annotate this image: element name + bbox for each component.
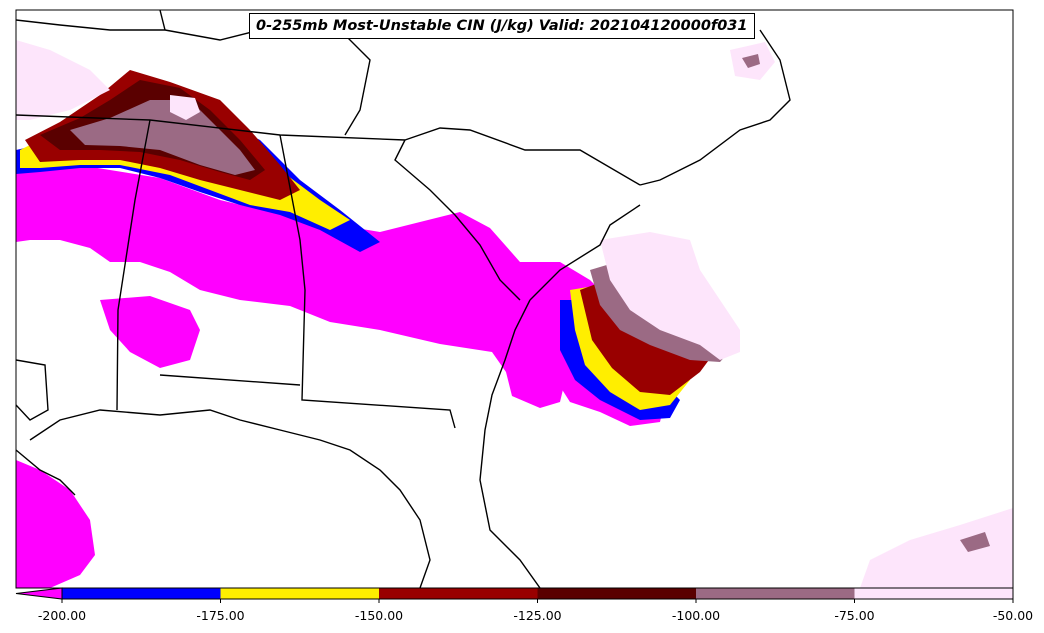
- colorbar-tick-label: -175.00: [196, 608, 245, 623]
- colorbar-tick-label: -150.00: [354, 608, 404, 623]
- cin-field-magenta: [16, 460, 95, 588]
- cin-field-pink: [170, 95, 200, 120]
- colorbar-bin: [854, 588, 1013, 599]
- colorbar-bin: [537, 588, 696, 599]
- colorbar-bin: [379, 588, 538, 599]
- map-title: 0-255mb Most-Unstable CIN (J/kg) Valid: …: [249, 13, 755, 39]
- cin-field-mauve: [960, 532, 990, 552]
- state-boundary: [16, 359, 49, 421]
- state-boundary: [394, 139, 521, 301]
- state-boundaries: [16, 10, 791, 588]
- state-boundary: [479, 299, 541, 588]
- cin-field-pink: [16, 40, 110, 120]
- coastline: [16, 449, 76, 496]
- state-boundary: [279, 134, 456, 429]
- cin-field-magenta: [100, 296, 200, 368]
- state-boundary: [116, 119, 151, 411]
- state-boundary: [16, 114, 406, 141]
- cin-field-magenta: [16, 160, 600, 408]
- state-boundary: [16, 19, 165, 31]
- state-boundary: [529, 204, 641, 301]
- cin-field-pink: [600, 232, 740, 360]
- colorbar-bin: [220, 588, 379, 599]
- state-boundary: [159, 374, 301, 386]
- cin-field-pink: [860, 508, 1013, 588]
- map-fields: [16, 40, 1013, 588]
- colorbar-bin: [696, 588, 855, 599]
- state-boundary: [159, 10, 166, 31]
- colorbar-under-extension: [15, 587, 63, 600]
- colorbar: [15, 587, 1014, 603]
- cin-field-mauve: [742, 54, 760, 68]
- state-boundary: [404, 127, 641, 186]
- colorbar-tick-label: -200.00: [37, 608, 87, 623]
- state-boundary: [639, 29, 791, 186]
- colorbar-tick-label: -100.00: [671, 608, 721, 623]
- coastline: [29, 409, 431, 588]
- colorbar-tick-label: -125.00: [513, 608, 562, 623]
- colorbar-tick-label: -75.00: [834, 608, 875, 623]
- colorbar-tick-label: -50.00: [992, 608, 1034, 623]
- colorbar-bin: [62, 588, 221, 599]
